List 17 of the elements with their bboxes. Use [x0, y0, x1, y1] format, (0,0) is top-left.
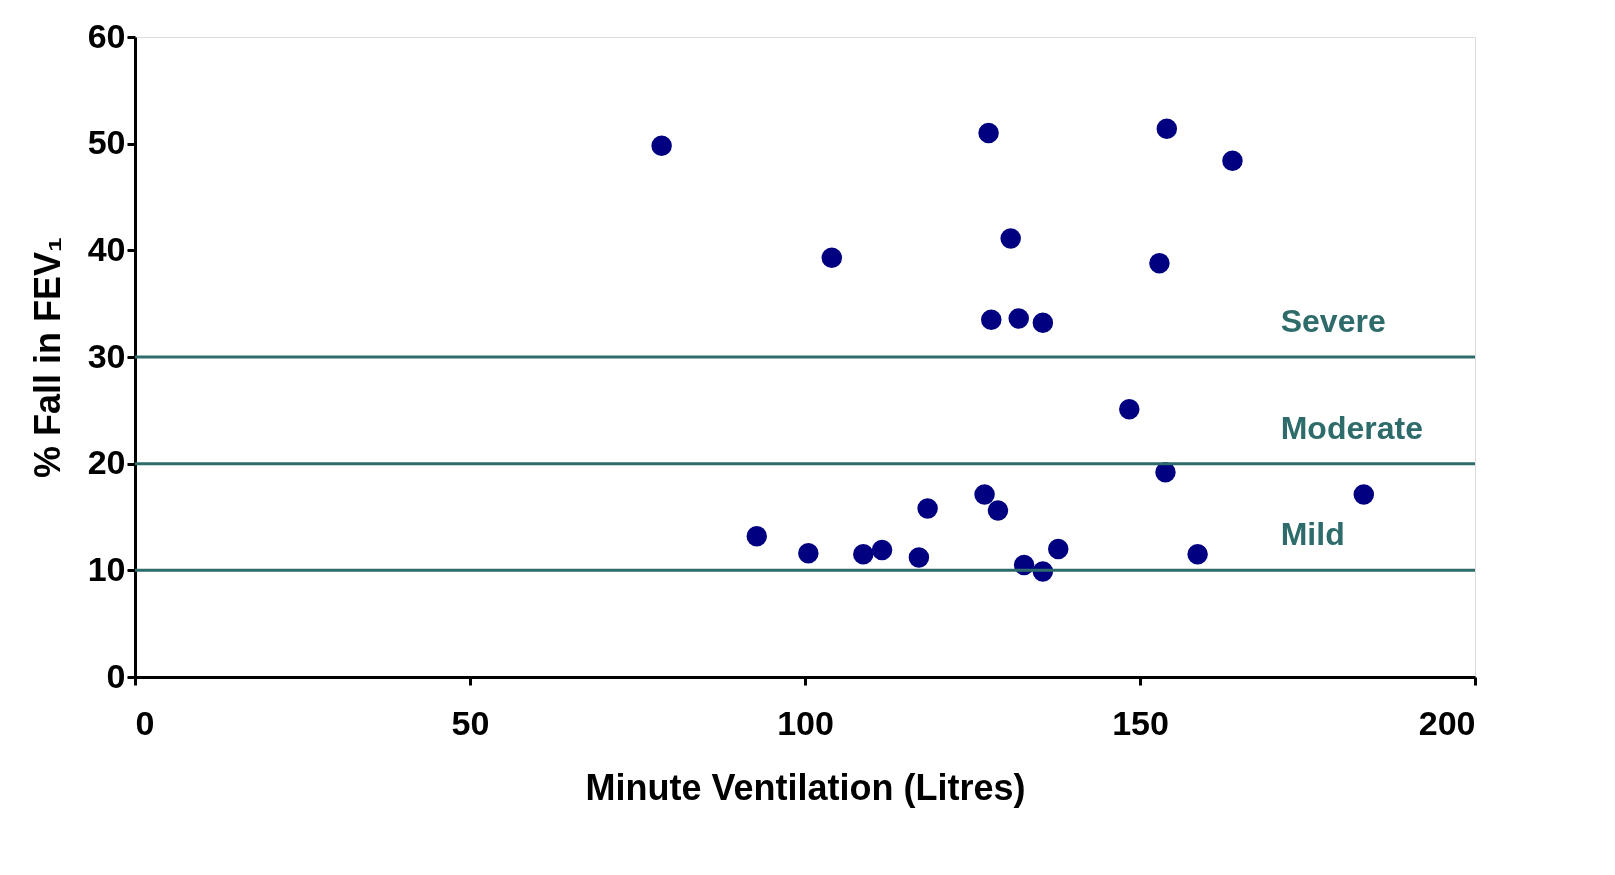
- y-axis-title: % Fall in FEV₁: [26, 237, 68, 478]
- x-axis-title: Minute Ventilation (Litres): [585, 766, 1026, 808]
- y-tick-label: 0: [106, 656, 126, 695]
- y-tick-label: 20: [87, 443, 126, 482]
- x-tick-label: 150: [1112, 703, 1169, 742]
- y-tick-label: 30: [87, 336, 126, 375]
- y-tick-label: 60: [87, 16, 126, 55]
- ref-line-label: Moderate: [1280, 409, 1423, 446]
- ref-line-label: Severe: [1280, 303, 1386, 339]
- x-tick-label: 200: [1418, 703, 1476, 742]
- y-tick-label: 40: [87, 229, 126, 268]
- y-tick-label: 50: [87, 123, 126, 162]
- y-tick-label: 10: [87, 549, 126, 588]
- x-tick-label: 100: [777, 703, 834, 742]
- ref-line-label: Mild: [1280, 516, 1345, 553]
- x-tick-label: 50: [451, 703, 490, 742]
- x-tick-label: 0: [135, 703, 155, 742]
